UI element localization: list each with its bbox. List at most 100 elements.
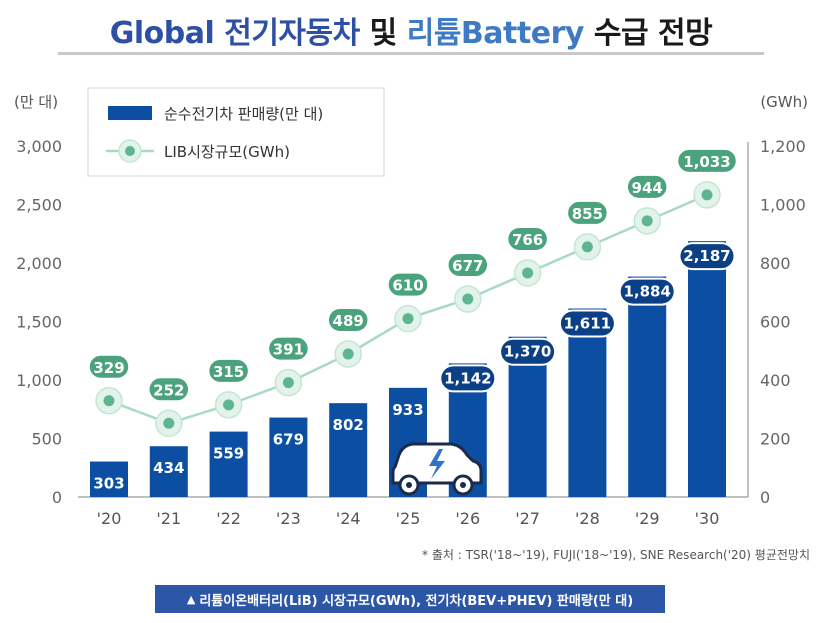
line-value-bubble [207,357,250,384]
x-tick-label: '24 [336,509,361,528]
line-value-bubble [386,271,430,298]
right-tick-label: 400 [760,371,791,390]
legend-marker [125,146,135,156]
line-value-bubble [676,147,738,174]
bar-value-bubble [678,242,736,271]
right-tick-label: 600 [760,313,791,332]
left-tick-label: 3,000 [16,137,62,156]
left-tick-label: 2,000 [16,254,62,273]
chart-title: Global 전기자동차 및 리튬Battery 수급 전망 [0,8,822,52]
bar [209,431,248,497]
x-tick-label: '27 [515,509,540,528]
line-marker [103,395,115,407]
title-part-outlook: 수급 전망 [583,16,713,51]
right-tick-label: 1,000 [760,196,806,215]
line-marker [223,399,235,411]
x-tick-label: '28 [575,509,600,528]
bar-value-label: 802 [333,416,364,434]
x-tick-label: '22 [216,509,241,528]
left-axis-unit: (만 대) [14,93,58,111]
line-value-bubble [566,199,609,226]
line-value-bubble [87,353,131,380]
left-tick-label: 2,500 [16,196,62,215]
triangle-up-icon: ▲ [186,592,196,606]
title-underline [58,52,764,55]
left-tick-label: 500 [31,430,62,449]
bar [90,461,128,497]
bar-value-label: 1,142 [444,369,491,387]
bar-value-bubble [558,309,616,338]
left-tick-label: 0 [52,488,62,507]
caption-banner: ▲ 리튬이온배터리(LiB) 시장규모(GWh), 전기차(BEV+PHEV) … [155,585,665,613]
bar [329,403,368,497]
bar-value-label: 2,187 [683,247,730,265]
line-value-label: 329 [93,359,124,377]
right-tick-label: 1,200 [760,137,806,156]
combo-chart: (만 대) (GWh) 0 500 1,000 1,500 2,000 2,500 3,000 0… [14,87,808,528]
bar-value-label: 679 [273,431,304,449]
line-value-label: 391 [273,341,304,359]
x-tick-label: '26 [455,509,480,528]
bar-value-label: 559 [213,445,244,463]
legend-bar-swatch [108,106,152,120]
bar [628,276,667,497]
x-tick-label: '25 [396,509,421,528]
bar-value-label: 434 [153,459,184,477]
line-value-bubble [625,173,669,200]
legend: 순수전기차 판매량(만 대) LIB시장규모(GWh) [87,87,385,177]
line-value-label: 677 [452,257,483,275]
line-value-label: 315 [213,363,244,381]
bar-value-label: 933 [392,401,423,419]
line-value-label: 610 [392,277,423,295]
bar-value-bubble [439,364,497,393]
bar-value-bubble [499,337,557,366]
line-marker [641,215,653,227]
line-marker [462,293,474,305]
x-tick-label: '20 [97,509,122,528]
line-value-label: 252 [153,381,184,399]
bar [568,308,607,497]
legend-line-label: LIB시장규모(GWh) [164,143,290,161]
line-value-label: 944 [632,179,663,197]
caption-text: 리튬이온배터리(LiB) 시장규모(GWh), 전기차(BEV+PHEV) 판매… [199,593,634,609]
line-marker [342,348,354,360]
line-marker [581,241,593,253]
line-value-label: 766 [512,231,543,249]
bar-value-bubble [618,277,676,306]
right-tick-label: 800 [760,254,791,273]
bar-value-label: 1,370 [504,343,551,361]
line-marker [282,377,294,389]
left-tick-label: 1,500 [16,313,62,332]
right-tick-label: 0 [760,488,770,507]
line-marker [701,189,713,201]
right-tick-label: 200 [760,430,791,449]
title-part-and: 및 [359,16,407,51]
source-note: * 출처 : TSR('18~'19), FUJI('18~'19), SNE … [422,548,810,562]
line-value-label: 855 [572,205,603,223]
line-value-bubble [267,335,310,362]
left-tick-label: 1,000 [16,371,62,390]
x-tick-label: '23 [276,509,301,528]
bar [688,241,726,497]
bar-value-label: 1,611 [564,315,611,333]
legend-box [87,87,385,177]
line-value-bubble [446,251,490,278]
bar-value-label: 303 [93,475,124,493]
line-value-bubble [147,376,191,403]
electric-car-icon [391,442,483,496]
line-value-label: 1,033 [683,153,730,171]
line-value-bubble [506,225,549,252]
line-value-bubble [326,306,370,333]
line-marker [163,417,175,429]
line-marker [402,313,414,325]
title-part-lithium-battery: 리튬Battery [406,16,585,51]
x-tick-label: '30 [695,509,720,528]
legend-bar-label: 순수전기차 판매량(만 대) [164,105,323,123]
bar [149,446,188,497]
line-value-label: 489 [333,312,364,330]
bar [269,417,308,497]
right-axis-unit: (GWh) [760,93,808,111]
line-marker [522,267,534,279]
x-tick-label: '21 [156,509,181,528]
bar-value-label: 1,884 [623,283,670,301]
